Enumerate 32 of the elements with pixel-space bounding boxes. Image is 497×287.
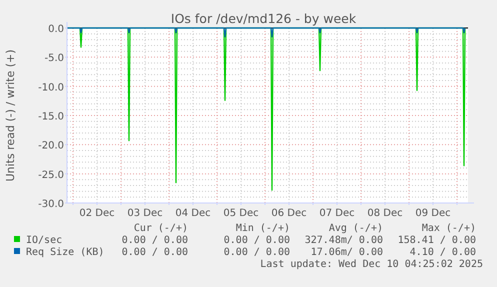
text: Last update: Wed Dec 10 04:25:02 2025 <box>260 259 483 270</box>
text: 0.00 / 0.00 <box>224 247 290 258</box>
x-tick-label: 02 Dec <box>79 208 115 219</box>
text: 0.00 / 0.00 <box>224 235 290 246</box>
text: Cur (-/+) <box>134 223 188 234</box>
y-axis-title: Units read (-) / write (+) <box>4 49 17 182</box>
y-tick-label: 0.0 <box>48 24 64 35</box>
x-tick-label: 07 Dec <box>319 208 355 219</box>
chart-title: IOs for /dev/md126 - by week <box>170 11 357 26</box>
y-tick-label: -30.0 <box>38 199 64 210</box>
text: Avg (-/+) <box>328 223 383 234</box>
text: 0.00 / 0.00 <box>122 247 188 258</box>
y-tick-label: -15.0 <box>38 112 64 122</box>
text: 0.00 / 0.00 <box>122 235 188 246</box>
x-tick-label: 05 Dec <box>223 208 259 219</box>
text: 4.10 / 0.00 <box>410 247 476 258</box>
y-tick-label: -5.0 <box>44 53 64 64</box>
text: 158.41 / 0.00 <box>398 235 476 246</box>
legend-label: IO/sec <box>26 235 62 246</box>
text: 17.06m/ 0.00 <box>310 247 383 258</box>
x-tick-label: 09 Dec <box>415 208 451 219</box>
legend-label: Req Size (KB) <box>26 247 104 258</box>
x-tick-label: 03 Dec <box>127 208 163 219</box>
text: 327.48m/ 0.00 <box>304 235 383 246</box>
x-tick-label: 08 Dec <box>367 208 403 219</box>
y-tick-label: -20.0 <box>38 140 64 152</box>
x-tick-label: 06 Dec <box>271 208 307 219</box>
y-tick-label: -10.0 <box>38 82 64 94</box>
text: Max (-/+) <box>422 223 476 234</box>
text: Min (-/+) <box>236 223 290 234</box>
x-tick-label: 04 Dec <box>175 208 211 219</box>
y-tick-label: -25.0 <box>38 170 64 181</box>
